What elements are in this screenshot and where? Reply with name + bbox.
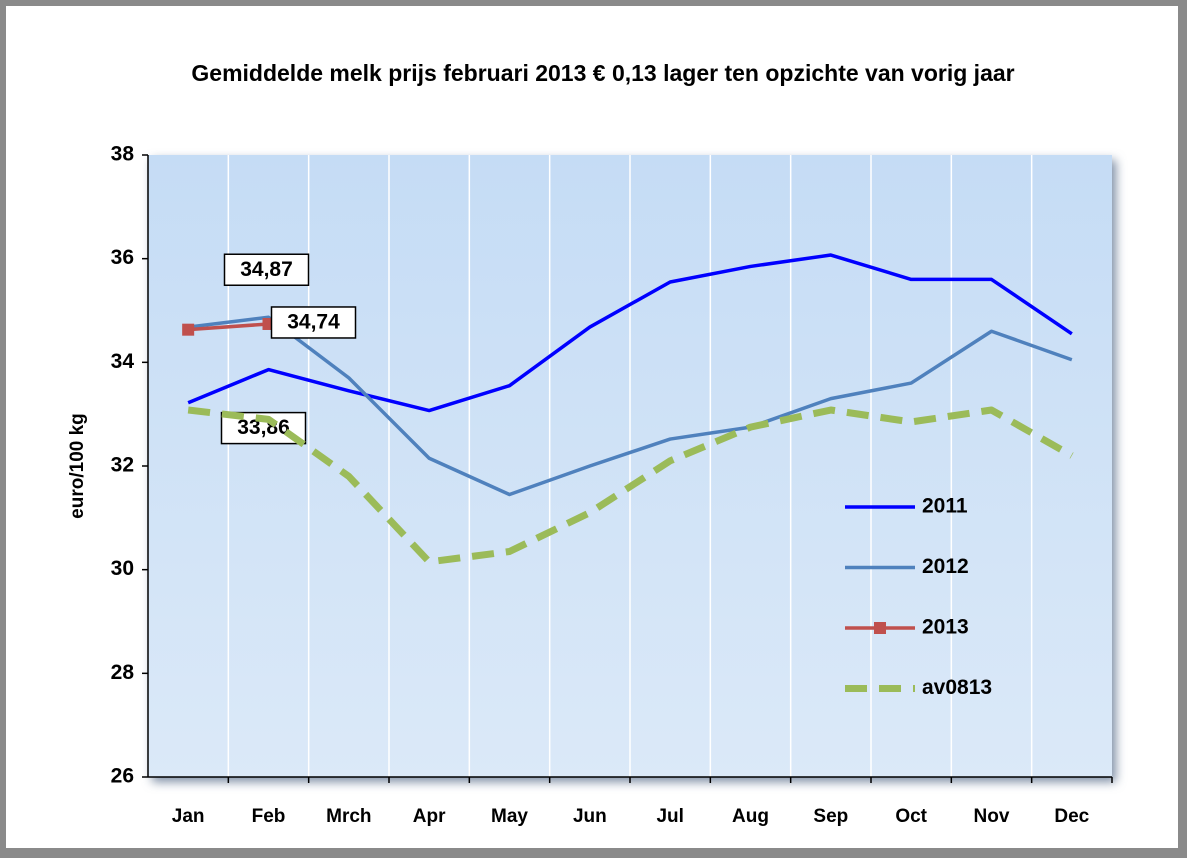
x-tick-label: Oct (895, 806, 927, 827)
series-line (188, 322, 269, 332)
series-line (187, 315, 1073, 497)
data-label: 34,87 (240, 258, 293, 281)
y-tick-label: 36 (111, 246, 134, 269)
data-label-box (223, 253, 310, 286)
x-tick-label: Sep (813, 806, 848, 827)
y-axis-title: euro/100 kg (67, 413, 88, 519)
x-tick-label: Apr (413, 806, 446, 827)
y-tick-label: 34 (111, 350, 135, 373)
legend-label: av0813 (922, 676, 992, 699)
series-line (187, 253, 1073, 413)
legend-label: 2011 (922, 495, 968, 518)
data-label-box (270, 306, 357, 339)
x-tick-label: Jul (656, 806, 683, 827)
legend-label: 2012 (922, 555, 969, 578)
y-tick-label: 32 (111, 454, 134, 477)
x-tick-label: Aug (732, 806, 769, 827)
y-tick-label: 38 (111, 143, 135, 166)
y-tick-label: 28 (111, 661, 135, 684)
chart-title: Gemiddelde melk prijs februari 2013 € 0,… (191, 60, 1015, 86)
x-tick-label: Jun (573, 806, 607, 827)
x-tick-label: May (491, 806, 528, 827)
x-tick-label: Feb (252, 806, 286, 827)
x-tick-label: Dec (1054, 806, 1089, 827)
legend-marker (874, 622, 886, 634)
marker (182, 323, 195, 336)
y-tick-label: 26 (111, 765, 134, 788)
y-tick-label: 30 (111, 557, 134, 580)
x-tick-label: Jan (172, 806, 205, 827)
legend-label: 2013 (922, 616, 969, 639)
x-tick-label: Nov (974, 806, 1010, 827)
x-tick-label: Mrch (326, 806, 371, 827)
data-label: 34,74 (287, 311, 340, 334)
series-line (187, 406, 1074, 566)
